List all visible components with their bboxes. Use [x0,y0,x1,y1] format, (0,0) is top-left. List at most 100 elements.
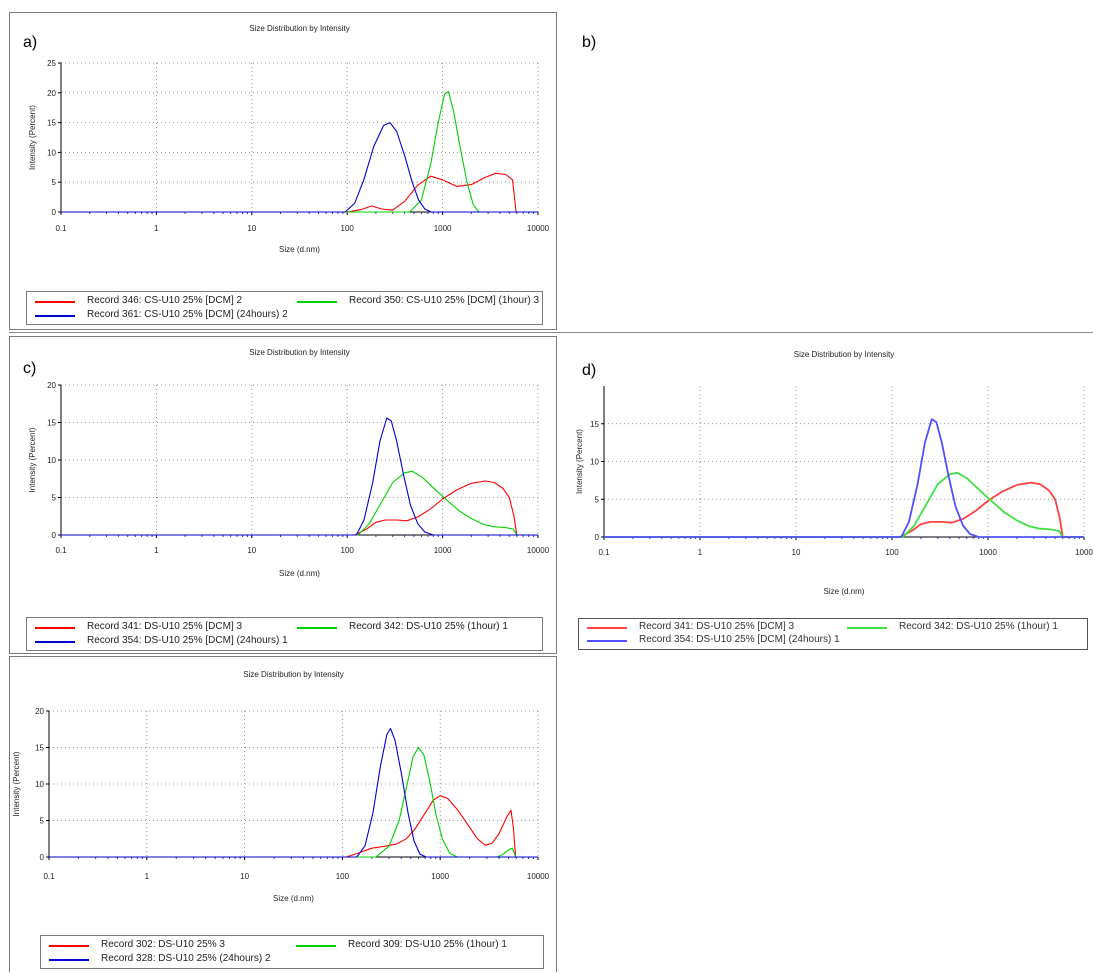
panel-c-frame [9,336,557,654]
y-tick-label: 0 [52,208,57,217]
x-tick-label: 1 [154,546,159,555]
series-line-1 [61,172,538,213]
x-tick-label: 10000 [527,546,550,555]
x-tick-label: 0.1 [55,224,67,233]
legend-label: Record 342: DS-U10 25% (1hour) 1 [349,621,508,632]
legend-label: Record 342: DS-U10 25% (1hour) 1 [899,621,1058,632]
legend-swatch [49,945,89,947]
series-line-3 [49,727,538,858]
series-line-1 [604,481,1084,538]
panel-label-d: d) [582,362,597,379]
y-tick-label: 10 [590,458,599,467]
y-axis-label: Intensity (Percent) [575,429,584,494]
x-tick-label: 10 [247,546,256,555]
legend-label: Record 341: DS-U10 25% [DCM] 3 [639,621,795,632]
y-tick-label: 0 [52,531,57,540]
x-tick-label: 10000 [527,224,550,233]
y-axis-label: Intensity (Percent) [28,427,37,492]
x-tick-label: 1 [698,548,703,557]
x-tick-label: 1000 [434,546,452,555]
legend-c: Record 341: DS-U10 25% [DCM] 3 Record 34… [26,617,543,651]
y-axis-label: Intensity (Percent) [12,751,21,816]
y-tick-label: 20 [47,381,56,390]
x-tick-label: 10 [792,548,801,557]
legend-swatch [296,945,336,947]
series-line-1 [61,480,538,536]
legend-swatch [35,627,75,629]
chart-e: Size Distribution by Intensity 0.1 1 10 10 0 1… [12,670,550,903]
y-tick-label: 5 [52,494,57,503]
legend-d: Record 341: DS-U10 25% [DCM] 3 Record 34… [578,618,1088,650]
x-tick-label: 100 [885,548,899,557]
x-tick-label: 0.1 [43,872,55,881]
y-tick-label: 0 [40,853,45,862]
series-line-2 [49,746,538,858]
legend-swatch [587,640,627,642]
y-tick-label: 10 [47,456,56,465]
x-tick-label: 1 [145,872,150,881]
x-axis-label: Size (d.nm) [824,587,865,596]
legend-label: Record 328: DS-U10 25% (24hours) 2 [101,953,271,964]
legend-label: Record 361: CS-U10 25% [DCM] (24hours) 2 [87,309,288,320]
legend-swatch [587,627,627,629]
y-tick-label: 20 [47,89,56,98]
y-tick-label: 5 [595,495,600,504]
x-tick-label: 10 [240,872,249,881]
x-tick-label: 10 [247,224,256,233]
legend-swatch [35,641,75,643]
series-line-3 [61,417,538,536]
x-tick-label: 1000 [1075,548,1093,557]
x-tick-label: 1000 [431,872,449,881]
chart-title: Size Distribution by Intensity [249,24,350,33]
panel-e-frame [9,656,557,972]
x-axis-label: Size (d.nm) [273,894,314,903]
x-axis-label: Size (d.nm) [279,569,320,578]
legend-label: Record 346: CS-U10 25% [DCM] 2 [87,295,243,306]
x-tick-label: 100 [341,546,355,555]
panel-label-b: b) [582,34,597,51]
legend-swatch [847,627,887,629]
series-line-3 [61,122,538,213]
chart-title: Size Distribution by Intensity [243,670,344,679]
legend-label: Record 302: DS-U10 25% 3 [101,939,225,950]
legend-label: Record 354: DS-U10 25% [DCM] (24hours) 1 [639,634,840,645]
x-axis-label: Size (d.nm) [279,245,320,254]
y-tick-label: 10 [47,148,56,157]
y-tick-label: 15 [35,744,44,753]
legend-e: Record 302: DS-U10 25% 3 Record 309: DS-… [40,935,544,969]
x-tick-label: 1 [154,224,159,233]
legend-label: Record 309: DS-U10 25% (1hour) 1 [348,939,507,950]
legend-swatch [49,959,89,961]
series-line-1 [49,795,538,858]
legend-swatch [297,301,337,303]
y-tick-label: 0 [595,533,600,542]
x-tick-label: 0.1 [55,546,67,555]
y-tick-label: 15 [47,119,56,128]
series-line-2 [604,471,1084,538]
legend-label: Record 341: DS-U10 25% [DCM] 3 [87,621,243,632]
y-tick-label: 10 [35,780,44,789]
series-line-3 [604,418,1084,538]
x-tick-label: 10000 [527,872,550,881]
legend-label: Record 354: DS-U10 25% [DCM] (24hours) 1 [87,635,288,646]
legend-swatch [35,301,75,303]
panel-label-a: a) [23,34,38,51]
y-axis-label: Intensity (Percent) [28,105,37,170]
legend-swatch [35,315,75,317]
series-line-2 [61,91,538,213]
y-tick-label: 15 [590,420,599,429]
x-tick-label: 1000 [434,224,452,233]
x-tick-label: 0.1 [598,548,610,557]
panel-a-frame [9,12,557,330]
chart-title: Size Distribution by Intensity [249,348,350,357]
legend-swatch [297,627,337,629]
y-tick-label: 25 [47,59,56,68]
row-divider [9,332,1093,333]
panel-label-c: c) [23,360,37,377]
x-tick-label: 100 [341,224,355,233]
legend-label: Record 350: CS-U10 25% [DCM] (1hour) 3 [349,295,540,306]
y-tick-label: 5 [40,817,45,826]
chart-title: Size Distribution by Intensity [794,350,895,359]
